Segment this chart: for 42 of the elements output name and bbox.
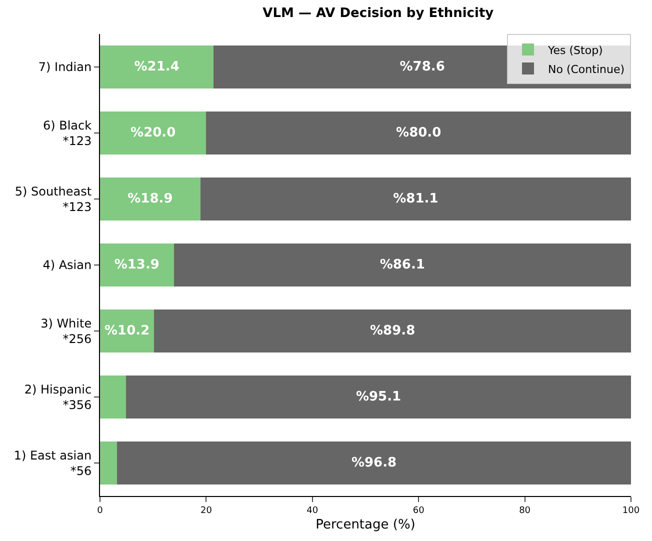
x-tick-label: 60	[412, 506, 425, 516]
data-label: %80.0	[396, 126, 442, 140]
data-label: %78.6	[400, 60, 445, 74]
data-label: %20.0	[130, 126, 176, 140]
y-tick-label: 6) Black *123	[42, 118, 92, 148]
bar	[100, 112, 206, 154]
bar	[100, 442, 117, 484]
legend-label: Yes (Stop)	[547, 44, 603, 57]
y-tick-label: 7) Indian	[38, 60, 92, 74]
data-label: %18.9	[128, 192, 173, 206]
x-tick-label: 80	[519, 506, 531, 516]
bar	[174, 244, 631, 286]
bar	[100, 46, 214, 88]
data-label: %89.8	[370, 324, 416, 338]
x-tick-label: 100	[622, 506, 640, 516]
data-label: %21.4	[134, 60, 180, 74]
bar	[206, 112, 631, 154]
data-label: %95.1	[356, 390, 402, 404]
bar	[100, 376, 126, 418]
data-label: %86.1	[380, 258, 425, 272]
y-tick-label: 3) White *256	[40, 316, 92, 346]
x-tick-label: 40	[306, 506, 318, 516]
y-tick-label: 2) Hispanic *356	[24, 382, 92, 412]
x-tick-label: 20	[200, 506, 212, 516]
bar	[100, 310, 154, 352]
bar	[154, 310, 631, 352]
y-tick-label: 5) Southeast *123	[14, 184, 92, 214]
data-label: %13.9	[114, 258, 160, 272]
data-label: %96.8	[351, 456, 397, 470]
legend-label: No (Continue)	[548, 62, 625, 76]
bar	[116, 442, 631, 484]
bar	[126, 376, 631, 418]
y-tick-label: 4) Asian	[42, 258, 92, 272]
x-tick-label: 0	[97, 506, 104, 516]
data-label: %10.2	[104, 324, 150, 338]
bar	[100, 178, 200, 220]
chart-title: VLM — AV Decision by Ethnicity	[262, 6, 494, 22]
y-tick-label: 1) East asian *56	[14, 448, 92, 478]
bar	[100, 244, 174, 286]
x-axis-title: Percentage (%)	[316, 517, 416, 532]
data-label: %81.1	[393, 192, 438, 206]
bar	[200, 178, 631, 220]
